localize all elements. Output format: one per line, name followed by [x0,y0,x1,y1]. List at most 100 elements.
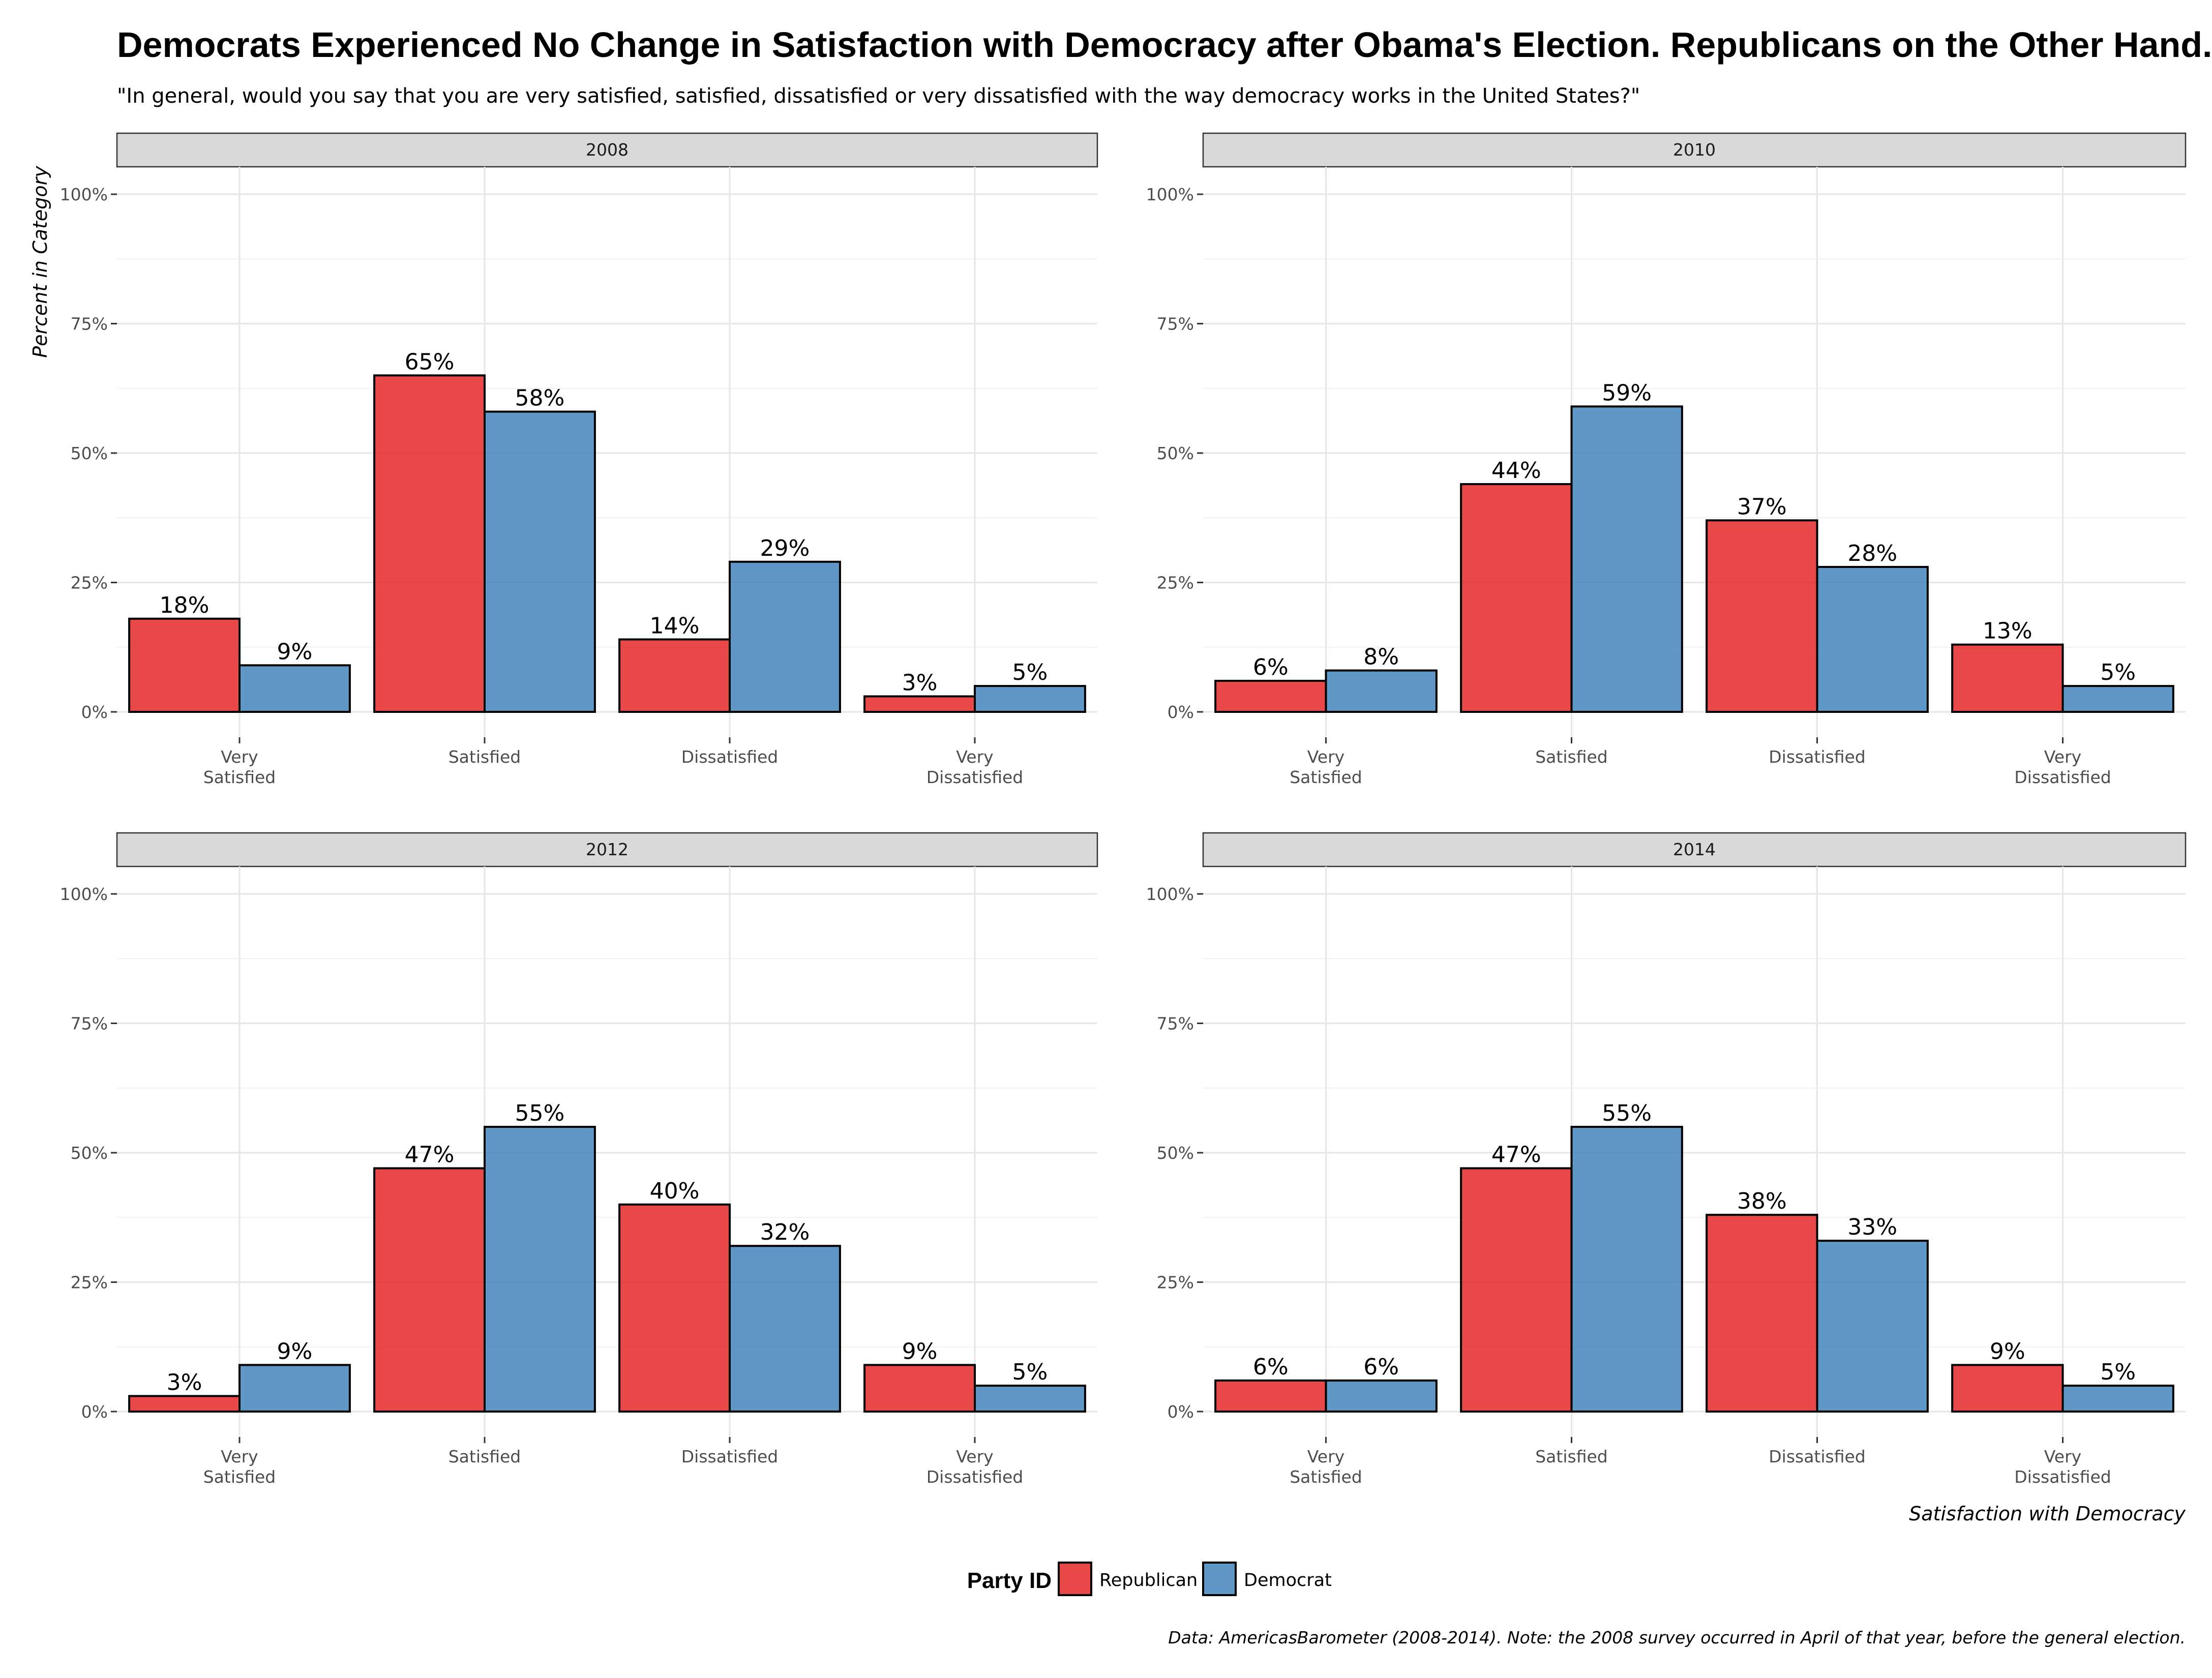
bar-republican [1951,643,2064,713]
x-tick-label: Very [221,1447,258,1466]
bar-democrat [484,410,596,713]
x-tick-label: Very [221,747,258,767]
x-tick-label: Dissatisfied [2014,1467,2111,1487]
bar-label-republican: 14% [650,613,700,639]
y-tick-label: 0% [1168,1402,1194,1422]
bar-republican [128,617,241,713]
bar-democrat [729,1245,841,1413]
bar-label-democrat: 28% [1847,541,1897,566]
legend-label-democrat: Democrat [1244,1570,1332,1591]
bar-label-democrat: 29% [760,535,810,561]
x-tick-label: Dissatisfied [926,1467,1024,1487]
bar-label-democrat: 5% [1012,660,1048,685]
bar-label-democrat: 59% [1602,380,1652,406]
x-tick-label: Very [956,747,993,767]
bar-republican [1706,1214,1818,1413]
bar-republican [1951,1364,2064,1413]
legend: Party ID Republican Democrat [967,1562,1332,1596]
facet-panel-2012: 20120%25%50%75%100%3%9%VerySatisfied47%5… [60,832,1098,1487]
bar-democrat [1816,565,1929,713]
y-tick-label: 0% [1168,702,1194,722]
bar-democrat [974,1385,1086,1413]
bar-republican [1460,483,1573,713]
bar-democrat [1570,1126,1683,1413]
bar-label-democrat: 5% [2100,660,2136,685]
facet-strip-label: 2014 [1673,840,1716,859]
bar-democrat [1570,405,1683,713]
bar-democrat [1325,669,1438,713]
bar-label-democrat: 55% [1602,1100,1652,1126]
bar-label-republican: 3% [167,1369,202,1395]
bar-label-democrat: 6% [1363,1354,1399,1380]
bar-republican [1706,519,1818,713]
bar-democrat [484,1126,596,1413]
bar-label-republican: 18% [160,592,210,618]
bar-label-democrat: 33% [1847,1214,1897,1240]
facet-panel-2008: 20080%25%50%75%100%18%9%VerySatisfied65%… [60,132,1098,787]
bar-label-democrat: 5% [1012,1359,1048,1385]
bar-label-republican: 6% [1253,1354,1289,1380]
facet-strip-label: 2012 [586,840,629,859]
legend-key-republican [1058,1562,1092,1596]
x-tick-label: Dissatisfied [2014,767,2111,787]
bar-label-republican: 9% [902,1338,938,1364]
y-tick-label: 100% [60,884,108,904]
bar-democrat [238,664,351,713]
bar-democrat [1325,1379,1438,1413]
bar-label-democrat: 55% [515,1100,565,1126]
x-tick-label: Dissatisfied [681,747,779,767]
y-axis-title: Percent in Category [29,166,51,358]
bar-republican [618,638,731,713]
x-tick-label: Dissatisfied [681,1447,779,1466]
y-tick-label: 75% [71,314,108,334]
y-tick-label: 50% [71,443,108,463]
bar-label-republican: 6% [1253,654,1289,680]
bar-label-republican: 13% [1983,618,2032,644]
bar-label-democrat: 9% [277,639,313,665]
facet-strip [116,832,1098,867]
bar-label-democrat: 8% [1363,644,1399,670]
x-tick-label: Very [956,1447,993,1466]
y-tick-label: 75% [1157,314,1194,334]
bar-republican [863,695,976,713]
bar-democrat [2061,1385,2174,1413]
bar-label-republican: 47% [1491,1142,1541,1168]
bar-label-republican: 44% [1491,458,1541,484]
bar-label-democrat: 9% [277,1338,313,1364]
bar-republican [1214,1379,1327,1413]
x-tick-label: Satisfied [1535,747,1608,767]
bar-democrat [974,685,1086,713]
bar-label-republican: 9% [1990,1338,2025,1364]
x-tick-label: Satisfied [1290,1467,1362,1487]
facet-strip [116,132,1098,168]
x-tick-label: Satisfied [203,1467,276,1487]
x-tick-label: Satisfied [1535,1447,1608,1466]
bar-republican [1214,679,1327,713]
y-tick-label: 100% [60,185,108,204]
bar-democrat [729,560,841,713]
bar-democrat [1816,1240,1929,1413]
x-tick-label: Dissatisfied [926,767,1024,787]
bar-republican [373,1167,486,1413]
y-tick-label: 100% [1146,185,1194,204]
y-tick-label: 0% [81,1402,108,1422]
y-tick-label: 75% [71,1014,108,1034]
x-axis-title: Satisfaction with Democracy [1909,1503,2186,1525]
legend-key-democrat [1202,1562,1237,1596]
x-tick-label: Satisfied [449,1447,521,1466]
y-tick-label: 100% [1146,884,1194,904]
bar-label-republican: 47% [405,1142,455,1168]
chart-subtitle: "In general, would you say that you are … [117,84,1640,108]
x-tick-label: Dissatisfied [1769,747,1866,767]
bar-label-republican: 3% [902,670,938,696]
legend-label-republican: Republican [1099,1570,1198,1591]
y-tick-label: 50% [1157,443,1194,463]
x-tick-label: Satisfied [449,747,521,767]
bar-label-republican: 65% [405,349,455,375]
facet-strip [1202,832,2187,867]
x-tick-label: Very [1307,1447,1344,1466]
bar-republican [1460,1167,1573,1413]
